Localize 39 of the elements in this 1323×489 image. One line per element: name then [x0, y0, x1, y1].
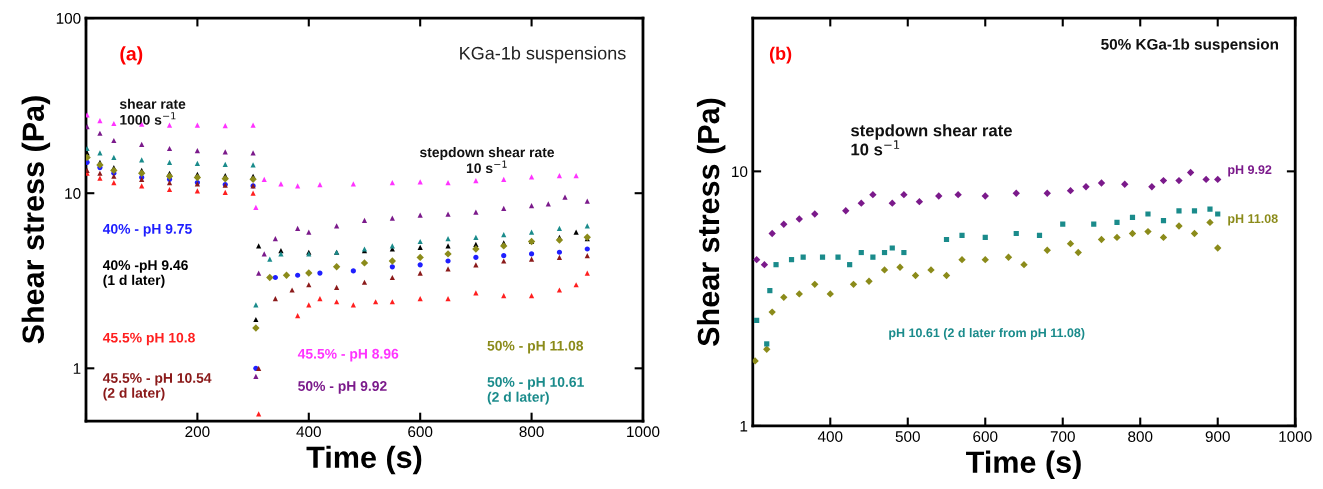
text: 45.5% - pH 10.54 (2 d later)	[102, 373, 212, 401]
text: pH 10.61 (2 d later from pH 11.08)	[889, 328, 1085, 340]
y-tick-label: 100	[56, 12, 81, 24]
x-tick-label: 400	[817, 431, 843, 442]
x-axis-title: Time (s)	[306, 445, 422, 475]
y-tick-label: 10	[65, 188, 81, 199]
y-tick-label: 1	[73, 363, 81, 374]
x-tick-label: 1000	[1279, 431, 1312, 442]
y-tick-label: 10	[732, 166, 748, 178]
x-tick-label: 800	[519, 426, 544, 438]
annotation: 50% KGa-1b suspension	[1101, 38, 1279, 53]
x-tick-label: 1000	[627, 426, 660, 438]
x-tick-label: 600	[408, 426, 433, 438]
x-axis-title: Time (s)	[966, 450, 1081, 480]
x-tick-label: 800	[1128, 431, 1153, 442]
y-axis-title: Shear stress (Pa)	[21, 96, 51, 344]
text: 45.5% pH 10.8	[102, 332, 195, 346]
y-axis-title: Shear stress (Pa)	[696, 98, 726, 346]
x-tick-label: 900	[1205, 431, 1230, 442]
annotation: stepdown shear rate 10 s$^{−1}$	[851, 124, 1012, 156]
x-tick-label: 400	[296, 426, 321, 438]
y-tick-label: 1	[740, 420, 748, 432]
x-tick-label: 200	[185, 426, 210, 438]
annotation: shear rate 1000 s$^{−1}$	[119, 98, 186, 125]
series-label: pH 11.08	[1228, 214, 1278, 226]
text: 50% - pH 9.92	[298, 381, 387, 394]
text: 40% -pH 9.46 (1 d later)	[102, 260, 188, 288]
x-tick-label: 700	[1050, 431, 1075, 442]
annotation: (b)	[769, 46, 792, 64]
x-tick-label: 500	[895, 431, 920, 442]
text: 50% - pH 11.08	[487, 340, 584, 354]
series-label: pH 9.92	[1228, 165, 1272, 177]
text: 45.5% - pH 8.96	[297, 348, 399, 362]
annotation: KGa-1b suspensions	[460, 46, 626, 64]
text: 40% - pH 9.75	[102, 223, 192, 237]
x-tick-label: 600	[973, 431, 998, 442]
annotation: stepdown shear rate 10 s$^{−1}$	[419, 147, 555, 174]
annotation: (a)	[120, 46, 143, 65]
text: 50% - pH 10.61 (2 d later)	[487, 377, 584, 405]
